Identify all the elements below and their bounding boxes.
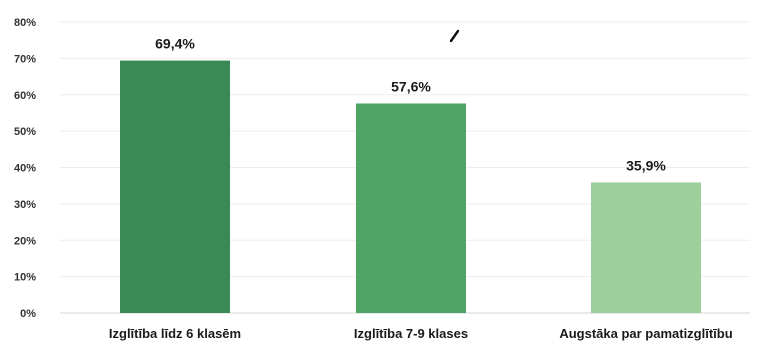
y-tick-label: 70% bbox=[14, 53, 36, 65]
data-labels: 69,4% 57,6% 35,9% bbox=[155, 36, 666, 174]
x-axis-category-labels: Izglītība līdz 6 klasēm Izglītība 7-9 kla… bbox=[109, 326, 733, 341]
y-tick-label: 60% bbox=[14, 90, 36, 102]
bars bbox=[120, 60, 701, 314]
x-category-label: Augstāka par pamatizglītību bbox=[559, 326, 732, 341]
y-tick-label: 30% bbox=[14, 199, 36, 211]
y-tick-label: 50% bbox=[14, 126, 36, 138]
data-label: 57,6% bbox=[391, 78, 431, 94]
bar bbox=[120, 60, 230, 314]
y-axis-tick-labels: 0% 10% 20% 30% 40% 50% 60% 70% 80% bbox=[14, 17, 36, 320]
y-tick-label: 10% bbox=[14, 272, 36, 284]
bar bbox=[591, 182, 701, 313]
bar bbox=[356, 103, 466, 313]
data-label: 69,4% bbox=[155, 36, 195, 52]
y-tick-label: 0% bbox=[20, 308, 36, 320]
y-tick-label: 80% bbox=[14, 17, 36, 29]
stray-pen-mark bbox=[449, 29, 460, 43]
data-label: 35,9% bbox=[626, 157, 666, 173]
x-category-label: Izglītība 7-9 klases bbox=[354, 326, 468, 341]
x-category-label: Izglītība līdz 6 klasēm bbox=[109, 326, 241, 341]
y-tick-label: 20% bbox=[14, 235, 36, 247]
y-tick-label: 40% bbox=[14, 163, 36, 175]
